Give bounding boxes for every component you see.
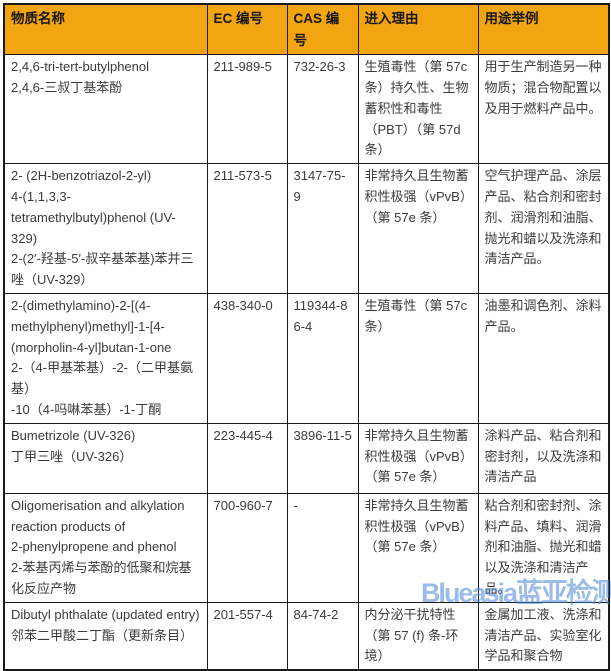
substance-cell: Bumetrizole (UV-326) 丁甲三唑（UV-326） [3,422,208,494]
uses-cell: 粘合剂和密封剂、涂料产品、填料、润滑剂和油脂、抛光和蜡以及洗涤和清洁产品。 [477,492,610,603]
ec-number-cell: 211-989-5 [206,54,288,165]
column-header-reason: 进入理由 [357,3,479,56]
uses-cell: 用于生产制造另一种物质；混合物配置以及用于燃料产品中。 [477,54,610,165]
ec-number-cell: 201-557-4 [206,601,288,671]
column-header-substance: 物质名称 [3,3,208,56]
uses-cell: 涂料产品、粘合剂和密封剂，以及洗涤和清洁产品 [477,422,610,494]
cas-number-cell: 3147-75-9 [286,163,359,294]
substance-cell: 2,4,6-tri-tert-butylphenol 2,4,6-三叔丁基苯酚 [3,54,208,165]
reason-cell: 内分泌干扰特性（第 57 (f) 条-环境） [357,601,479,671]
table-row: Dibutyl phthalate (updated entry) 邻苯二甲酸二… [3,601,610,671]
table-row: Bumetrizole (UV-326) 丁甲三唑（UV-326） 223-44… [3,422,610,494]
uses-cell: 金属加工液、洗涤和清洁产品、实验室化学品和聚合物 [477,601,610,671]
ec-number-cell: 438-340-0 [206,292,288,424]
column-header-cas-number: CAS 编号 [286,3,359,56]
ec-number-cell: 223-445-4 [206,422,288,494]
cas-number-cell: 119344-86-4 [286,292,359,424]
table-row: 2,4,6-tri-tert-butylphenol 2,4,6-三叔丁基苯酚 … [3,54,610,165]
cas-number-cell: 732-26-3 [286,54,359,165]
reason-cell: 非常持久且生物蓄积性极强（vPvB）（第 57e 条） [357,422,479,494]
uses-cell: 空气护理产品、涂层产品、粘合剂和密封剂、润滑剂和油脂、抛光和蜡以及洗涤和清洁产品… [477,163,610,294]
column-header-uses: 用途举例 [477,3,610,56]
svhc-substance-table: 物质名称 EC 编号 CAS 编号 进入理由 用途举例 2,4,6-tri-te… [3,3,610,671]
substance-cell: 2- (2H-benzotriazol-2-yl) 4-(1,1,3,3-tet… [3,163,208,294]
reason-cell: 非常持久且生物蓄积性极强（vPvB）（第 57e 条） [357,163,479,294]
header-row: 物质名称 EC 编号 CAS 编号 进入理由 用途举例 [3,3,610,56]
column-header-ec-number: EC 编号 [206,3,288,56]
substance-cell: Oligomerisation and alkylation reaction … [3,492,208,603]
substance-cell: Dibutyl phthalate (updated entry) 邻苯二甲酸二… [3,601,208,671]
substance-cell: 2-(dimethylamino)-2-[(4-methylphenyl)met… [3,292,208,424]
ec-number-cell: 700-960-7 [206,492,288,603]
table-row: 2- (2H-benzotriazol-2-yl) 4-(1,1,3,3-tet… [3,163,610,294]
cas-number-cell: 84-74-2 [286,601,359,671]
ec-number-cell: 211-573-5 [206,163,288,294]
cas-number-cell: - [286,492,359,603]
reason-cell: 生殖毒性（第 57c 条） [357,292,479,424]
reason-cell: 非常持久且生物蓄积性极强（vPvB）（第 57e 条） [357,492,479,603]
reason-cell: 生殖毒性（第 57c 条）持久性、生物蓄积性和毒性（PBT）（第 57d 条） [357,54,479,165]
cas-number-cell: 3896-11-5 [286,422,359,494]
uses-cell: 油墨和调色剂、涂料产品。 [477,292,610,424]
table-row: 2-(dimethylamino)-2-[(4-methylphenyl)met… [3,292,610,424]
table-row: Oligomerisation and alkylation reaction … [3,492,610,603]
